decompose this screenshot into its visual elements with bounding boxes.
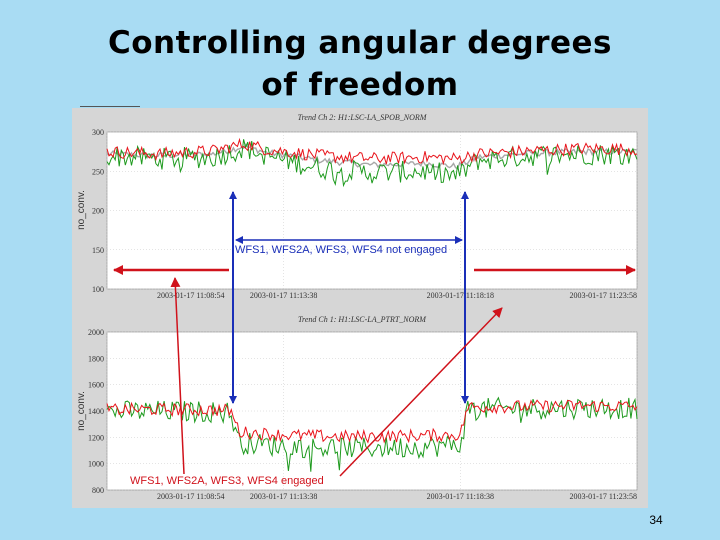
- y-tick-label-3: 1400: [88, 407, 104, 416]
- bottom-plot-title: Trend Ch 1: H1:LSC-LA_PTRT_NORM: [298, 315, 427, 324]
- top-trend-plot: Trend Ch 2: H1:LSC-LA_SPOB_NORM 100 150 20…: [76, 113, 638, 300]
- page-number: 34: [649, 513, 663, 527]
- bottom-plot-series: [106, 396, 638, 472]
- y-tick-label-4: 300: [92, 128, 104, 137]
- x-tick-label-3: 2003-01-17 11:23:58: [570, 492, 637, 501]
- series-line-1: [106, 396, 638, 472]
- top-plot-x-ticks: 2003-01-17 11:08:54 2003-01-17 11:13:38 20…: [157, 291, 637, 300]
- series-line-0: [106, 399, 638, 444]
- x-tick-label-2: 2003-01-17 11:18:38: [427, 492, 494, 501]
- top-plot-y-label: no_conv.: [76, 190, 87, 230]
- bottom-plot-y-ticks: 800 1000 1200 1400 1600 1800 2000: [88, 328, 104, 495]
- series-line-0: [106, 137, 638, 166]
- y-tick-label-2: 1200: [88, 433, 104, 442]
- y-tick-label-4: 1600: [88, 381, 104, 390]
- x-tick-label-2: 2003-01-17 11:18:18: [427, 291, 494, 300]
- decorative-line: [80, 106, 140, 107]
- trend-figure: Trend Ch 2: H1:LSC-LA_SPOB_NORM 100 150 20…: [72, 108, 648, 508]
- annotations: WFS1, WFS2A, WFS3, WFS4 not engaged WFS1…: [113, 191, 636, 487]
- x-tick-label-1: 2003-01-17 11:13:38: [250, 291, 317, 300]
- y-tick-label-1: 150: [92, 246, 104, 255]
- top-plot-series: [106, 137, 638, 188]
- y-tick-label-0: 800: [92, 486, 104, 495]
- engaged-label: WFS1, WFS2A, WFS3, WFS4 engaged: [130, 475, 324, 487]
- bottom-plot-y-label: no_conv.: [76, 391, 87, 431]
- bottom-trend-plot: Trend Ch 1: H1:LSC-LA_PTRT_NORM 800 1000 1…: [76, 315, 638, 501]
- y-tick-label-2: 200: [92, 207, 104, 216]
- y-tick-label-5: 1800: [88, 354, 104, 363]
- series-line-1: [106, 139, 638, 188]
- top-plot-title: Trend Ch 2: H1:LSC-LA_SPOB_NORM: [298, 113, 428, 122]
- slide-title: Controlling angular degrees of freedom: [107, 25, 613, 103]
- x-tick-label-0: 2003-01-17 11:08:54: [157, 492, 224, 501]
- x-tick-label-3: 2003-01-17 11:23:58: [570, 291, 637, 300]
- not-engaged-label: WFS1, WFS2A, WFS3, WFS4 not engaged: [235, 244, 447, 256]
- trend-figure-svg: Trend Ch 2: H1:LSC-LA_SPOB_NORM 100 150 20…: [76, 113, 638, 501]
- x-tick-label-0: 2003-01-17 11:08:54: [157, 291, 224, 300]
- top-plot-y-ticks: 100 150 200 250 300: [92, 128, 104, 294]
- y-tick-label-3: 250: [92, 167, 104, 176]
- series-line-2: [106, 143, 638, 170]
- y-tick-label-0: 100: [92, 285, 104, 294]
- top-plot-grid: [106, 131, 638, 290]
- x-tick-label-1: 2003-01-17 11:13:38: [250, 492, 317, 501]
- y-tick-label-6: 2000: [88, 328, 104, 337]
- y-tick-label-1: 1000: [88, 460, 104, 469]
- red-pointer-arrow-right: [339, 307, 503, 477]
- bottom-plot-x-ticks: 2003-01-17 11:08:54 2003-01-17 11:13:38 20…: [157, 492, 637, 501]
- red-pointer-arrow-left: [170, 277, 185, 475]
